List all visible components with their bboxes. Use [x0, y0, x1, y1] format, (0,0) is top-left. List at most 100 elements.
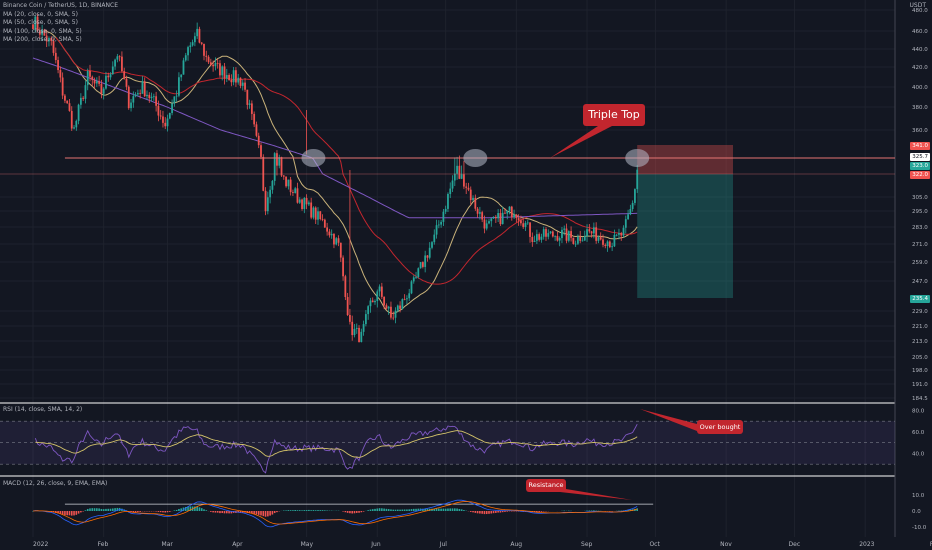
- macd-histogram-bar: [75, 511, 78, 515]
- macd-histogram-bar: [629, 509, 632, 511]
- macd-histogram-bar: [232, 511, 235, 513]
- macd-histogram-bar: [61, 511, 64, 515]
- macd-histogram-bar: [226, 511, 228, 514]
- macd-histogram-bar: [162, 511, 164, 513]
- macd-histogram-bar: [481, 511, 483, 514]
- candle-body: [579, 236, 582, 241]
- candle-body: [437, 224, 440, 226]
- candle-body: [182, 60, 185, 75]
- macd-histogram-bar: [401, 509, 404, 511]
- candle-body: [54, 52, 57, 61]
- macd-histogram-bar: [415, 508, 417, 511]
- x-tick-label: 2023: [859, 541, 874, 548]
- position-zone[interactable]: [637, 145, 733, 298]
- candle-body: [102, 88, 105, 94]
- macd-histogram-bar: [212, 511, 214, 513]
- over-bought-callout[interactable]: Over bought: [697, 420, 743, 434]
- candle-body: [200, 42, 203, 44]
- tag-entry: 322.0: [910, 171, 930, 179]
- macd-histogram-bar: [460, 509, 463, 511]
- candle-body: [196, 28, 199, 37]
- macd-histogram-bar: [319, 510, 322, 511]
- macd-histogram-bar: [463, 510, 465, 511]
- candle-body: [45, 35, 48, 42]
- candle-body: [57, 60, 59, 71]
- resistance-callout[interactable]: Resistance: [526, 479, 566, 492]
- candle-body: [355, 327, 358, 329]
- macd-histogram-bar: [64, 511, 66, 516]
- macd-histogram-bar: [310, 510, 312, 511]
- candle-body: [403, 299, 406, 300]
- macd-histogram-bar: [472, 511, 474, 513]
- candle-body: [490, 218, 493, 222]
- macd-histogram-bar: [392, 509, 395, 511]
- candle-body: [554, 235, 557, 237]
- candle-body: [298, 199, 301, 203]
- candle-body: [235, 70, 237, 83]
- candle-body: [98, 81, 101, 84]
- triple-top-callout[interactable]: Triple Top: [583, 104, 645, 126]
- legend-ma20: MA (20, close, 0, SMA, 5): [3, 10, 78, 18]
- candle-body: [595, 227, 598, 241]
- candle-body: [364, 314, 367, 325]
- candle-body: [374, 301, 376, 303]
- candle-body: [305, 197, 308, 205]
- candle-body: [70, 110, 73, 129]
- x-tick-label: Feb: [930, 541, 932, 548]
- candle-body: [394, 310, 397, 318]
- macd-histogram-bar: [408, 509, 410, 511]
- candle-body: [276, 153, 278, 166]
- macd-histogram-bar: [267, 511, 269, 517]
- candle-body: [369, 300, 372, 307]
- x-tick-label: 2022: [33, 541, 48, 548]
- candle-body: [333, 233, 335, 245]
- candle-body: [34, 16, 37, 30]
- macd-histogram-bar: [376, 508, 379, 511]
- candle-body: [66, 100, 69, 104]
- candle-body: [415, 276, 417, 278]
- top-markers[interactable]: [301, 149, 650, 167]
- macd-histogram-bar: [456, 508, 458, 511]
- macd-histogram-bar: [374, 508, 376, 511]
- macd-histogram-bar: [100, 508, 103, 511]
- candle-body: [572, 237, 575, 244]
- candle-body: [499, 213, 502, 225]
- candle-body: [152, 96, 155, 98]
- candle-body: [178, 77, 180, 96]
- macd-histogram-bar: [184, 507, 187, 511]
- macd-histogram-bar: [321, 510, 324, 511]
- candle-body: [319, 211, 322, 220]
- candle-body: [634, 189, 636, 203]
- candle-body: [38, 30, 41, 35]
- macd-histogram-bar: [504, 511, 506, 512]
- candle-body: [410, 281, 413, 294]
- macd-histogram-bar: [353, 511, 356, 514]
- candle-body: [82, 97, 85, 99]
- candle-body: [456, 165, 458, 174]
- candle-body: [508, 206, 511, 211]
- macd-histogram-bar: [397, 509, 399, 511]
- candle-body: [618, 233, 620, 235]
- price-tick-label: 198.0: [912, 368, 928, 374]
- candle-body: [239, 77, 242, 86]
- candle-body: [339, 242, 342, 258]
- candle-body: [68, 103, 71, 111]
- candle-body: [225, 75, 228, 79]
- candle-body: [358, 327, 360, 342]
- macd-histogram-bar: [474, 511, 477, 513]
- macd-histogram-bar: [86, 508, 89, 511]
- candle-body: [467, 187, 470, 190]
- candle-body: [41, 29, 44, 35]
- macd-histogram-bar: [55, 511, 57, 513]
- macd-histogram-bar: [164, 511, 167, 513]
- macd-histogram-bar: [157, 511, 160, 512]
- macd-histogram-bar: [324, 510, 326, 511]
- candle-body: [442, 211, 445, 222]
- x-tick-label: Sep: [581, 541, 593, 548]
- macd-histogram-bar: [506, 511, 509, 512]
- macd-histogram-bar: [260, 511, 262, 516]
- candle-body: [107, 75, 110, 78]
- macd-histogram-bar: [367, 510, 369, 511]
- annotation-arrows: [550, 126, 697, 500]
